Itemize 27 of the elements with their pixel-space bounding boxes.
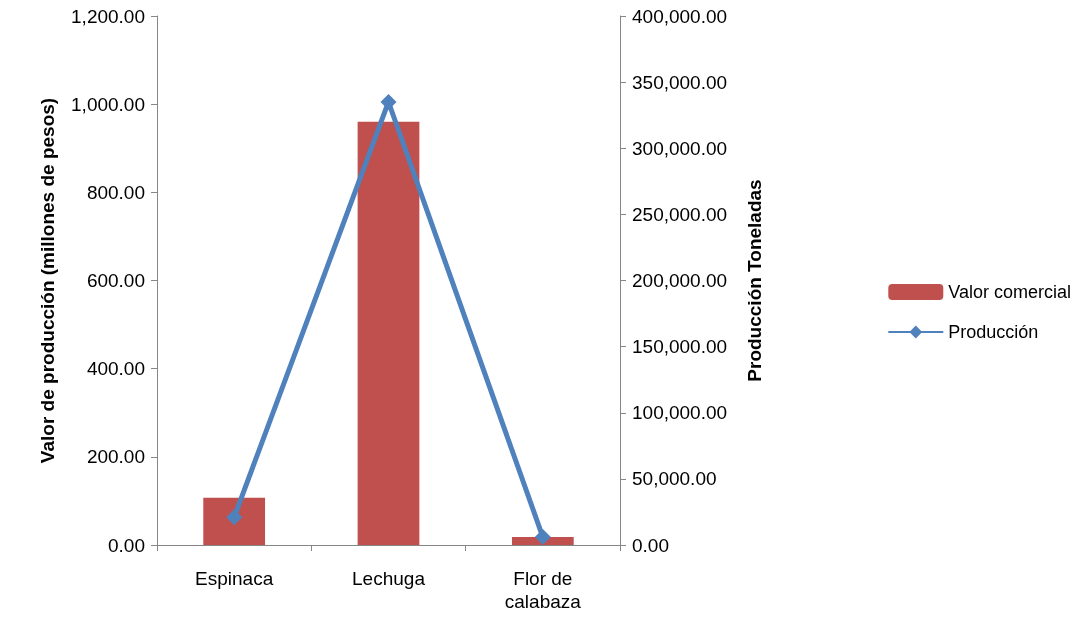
y2-tick-label: 400,000.00 <box>632 5 728 27</box>
x-tick-label: Flor de calabaza <box>504 568 582 612</box>
point <box>380 93 397 110</box>
point <box>534 529 551 546</box>
y2-tick-label: 350,000.00 <box>632 71 728 93</box>
bar <box>203 497 266 545</box>
bar <box>357 121 420 545</box>
y2-tick-label: 300,000.00 <box>632 137 728 159</box>
legend-label: Producción <box>948 322 1039 342</box>
y-tick-label: 600.00 <box>86 270 145 291</box>
y2-axis-title: Producción Toneladas <box>744 179 765 382</box>
y-tick-label: 200.00 <box>86 446 145 468</box>
x-tick-label: Espinaca <box>195 568 274 589</box>
y2-tick-label: 50,000.00 <box>632 468 717 490</box>
y2-tick-label: 200,000.00 <box>632 270 728 291</box>
legend-label: Valor comercial <box>948 282 1072 302</box>
y-tick-label: 800.00 <box>86 181 145 203</box>
y-tick-label: 0.00 <box>108 534 145 556</box>
x-tick-label: Lechuga <box>352 568 426 589</box>
y2-tick-label: 150,000.00 <box>632 336 728 358</box>
y-tick-label: 1,200.00 <box>71 5 145 27</box>
y-axis-title: Valor de producción (millones de pesos) <box>37 97 58 464</box>
y-tick-label: 400.00 <box>86 358 145 380</box>
y2-tick-label: 100,000.00 <box>632 402 728 424</box>
y2-tick-label: 0.00 <box>632 534 669 556</box>
y-tick-label: 1,000.00 <box>71 93 145 115</box>
y2-tick-label: 250,000.00 <box>632 203 728 225</box>
